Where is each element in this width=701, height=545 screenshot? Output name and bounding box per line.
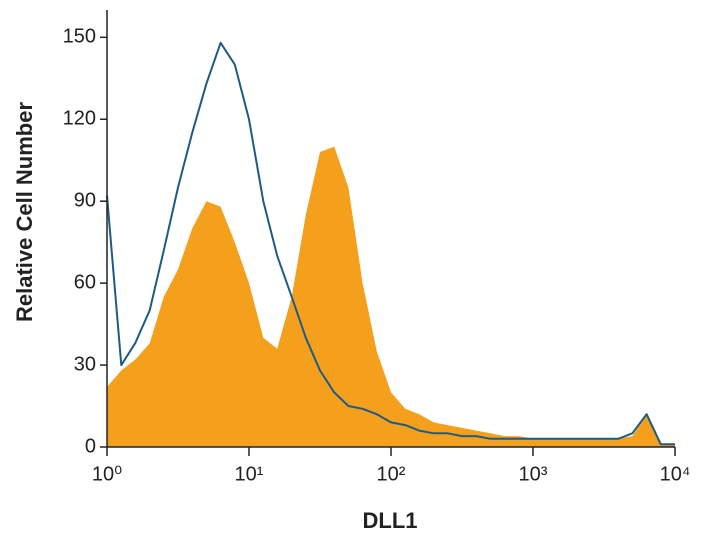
y-tick-label: 60	[74, 271, 96, 293]
x-tick-label: 10⁰	[92, 463, 122, 485]
x-tick-label: 10¹	[235, 463, 264, 485]
y-tick-label: 120	[63, 108, 96, 130]
y-tick-label: 0	[85, 435, 96, 457]
y-axis-label: Relative Cell Number	[12, 102, 37, 323]
x-tick-label: 10⁴	[660, 463, 691, 485]
histogram-area	[107, 146, 675, 447]
histogram-line	[106, 41, 675, 446]
y-tick-label: 30	[74, 353, 96, 375]
x-tick-label: 10²	[377, 463, 406, 485]
y-tick-label: 90	[74, 189, 96, 211]
y-tick-label: 150	[63, 26, 96, 48]
x-tick-label: 10³	[519, 463, 548, 485]
x-axis-label: DLL1	[363, 508, 418, 533]
